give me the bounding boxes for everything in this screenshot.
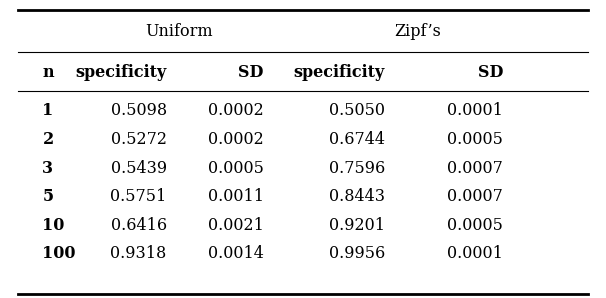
Text: 0.6416: 0.6416 [110, 217, 167, 234]
Text: 0.0014: 0.0014 [208, 245, 264, 263]
Text: 0.9201: 0.9201 [329, 217, 385, 234]
Text: 0.0007: 0.0007 [447, 159, 503, 177]
Text: 0.5439: 0.5439 [110, 159, 167, 177]
Text: 0.0005: 0.0005 [208, 159, 264, 177]
Text: 0.0005: 0.0005 [447, 131, 503, 148]
Text: Uniform: Uniform [145, 23, 213, 40]
Text: 0.0007: 0.0007 [447, 188, 503, 205]
Text: 0.5272: 0.5272 [111, 131, 167, 148]
Text: 0.0001: 0.0001 [447, 102, 503, 119]
Text: 0.9318: 0.9318 [110, 245, 167, 263]
Text: 0.5050: 0.5050 [329, 102, 385, 119]
Text: specificity: specificity [75, 63, 167, 81]
Text: 0.0002: 0.0002 [208, 102, 264, 119]
Text: 10: 10 [42, 217, 65, 234]
Text: 0.0002: 0.0002 [208, 131, 264, 148]
Text: 1: 1 [42, 102, 54, 119]
Text: 0.8443: 0.8443 [329, 188, 385, 205]
Text: SD: SD [478, 63, 503, 81]
Text: Zipf’s: Zipf’s [395, 23, 442, 40]
Text: 0.5098: 0.5098 [110, 102, 167, 119]
Text: 3: 3 [42, 159, 53, 177]
Text: 0.9956: 0.9956 [328, 245, 385, 263]
Text: 0.0001: 0.0001 [447, 245, 503, 263]
Text: 0.0021: 0.0021 [208, 217, 264, 234]
Text: 0.0011: 0.0011 [208, 188, 264, 205]
Text: 0.7596: 0.7596 [328, 159, 385, 177]
Text: 100: 100 [42, 245, 76, 263]
Text: 2: 2 [42, 131, 54, 148]
Text: 0.0005: 0.0005 [447, 217, 503, 234]
Text: 0.5751: 0.5751 [110, 188, 167, 205]
Text: specificity: specificity [293, 63, 385, 81]
Text: 5: 5 [42, 188, 53, 205]
Text: 0.6744: 0.6744 [329, 131, 385, 148]
Text: SD: SD [238, 63, 264, 81]
Text: n: n [42, 63, 54, 81]
